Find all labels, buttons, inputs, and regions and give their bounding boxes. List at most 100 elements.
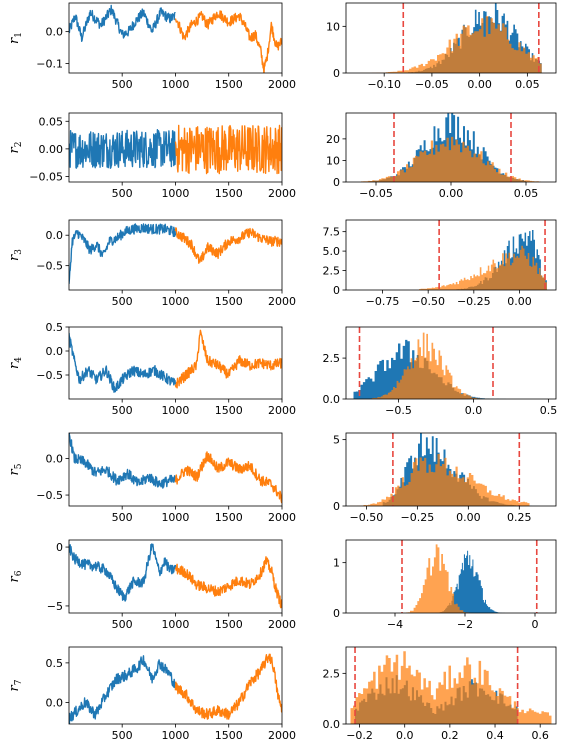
y-axis-label: r2	[7, 142, 24, 154]
histogram-panel-1: −0.10 −0.05 0.00 0.05 0 10	[326, 2, 557, 91]
histogram-ytick-label: 0.0	[323, 718, 341, 731]
timeseries-ytick-label: 0.0	[46, 26, 64, 39]
timeseries-xtick-label: 1000	[161, 404, 189, 417]
series-line-1	[69, 4, 176, 42]
histogram-series-2	[353, 544, 500, 613]
histogram-ytick-label: 0	[333, 607, 340, 620]
timeseries-xtick-label: 500	[112, 618, 133, 631]
histogram-xtick-label: 0.25	[507, 511, 532, 524]
histogram-ytick-label: 2.5	[323, 352, 341, 365]
timeseries-ytick-label: 0.00	[39, 143, 64, 156]
histogram-xtick-label: 0.00	[439, 187, 464, 200]
histogram-xtick-label: −0.25	[400, 511, 434, 524]
timeseries-xtick-label: 2000	[268, 618, 296, 631]
histogram-ytick-label: 2.5	[323, 667, 341, 680]
histogram-xtick-label: −0.50	[350, 511, 384, 524]
series-line-2	[174, 556, 282, 609]
y-axis-label: r3	[7, 249, 24, 261]
timeseries-panel-4: 500 1000 1500 2000 −0.5 0.0 0.5 r4	[7, 321, 296, 417]
timeseries-ytick-label: 0.0	[46, 345, 64, 358]
timeseries-xtick-label: 1000	[161, 78, 189, 91]
histogram-ytick-label: 0	[333, 67, 340, 80]
histogram-xtick-label: 0.00	[507, 295, 532, 308]
histogram-xtick-label: −0.25	[457, 295, 491, 308]
timeseries-panel-3: 500 1000 1500 2000 −0.5 0.0 r3	[7, 219, 296, 308]
histogram-frame	[345, 539, 557, 614]
timeseries-ytick-label: −0.5	[36, 369, 63, 382]
timeseries-ytick-label: 0.5	[46, 657, 64, 670]
series-line-1	[69, 332, 177, 393]
histogram-series-2	[355, 16, 542, 74]
timeseries-ytick-label: 0.0	[46, 453, 64, 466]
histogram-ytick-label: 0	[333, 284, 340, 297]
histogram-xtick-label: 0.2	[441, 729, 459, 742]
histogram-xtick-label: 0.05	[514, 187, 539, 200]
histogram-xtick-label: 0.00	[456, 511, 481, 524]
histogram-xtick-label: −4	[387, 618, 403, 631]
timeseries-xtick-label: 1500	[215, 729, 243, 742]
timeseries-xtick-label: 1500	[215, 618, 243, 631]
timeseries-panel-1: 500 1000 1500 2000 −0.1 0.0 r1	[7, 2, 296, 91]
timeseries-xtick-label: 500	[112, 511, 133, 524]
timeseries-ytick-label: 0.5	[46, 321, 64, 334]
histogram-xtick-label: 0.0	[465, 404, 483, 417]
histogram-series-2	[356, 332, 496, 399]
timeseries-xtick-label: 1000	[161, 295, 189, 308]
series-line-2	[174, 10, 282, 73]
histogram-xtick-label: 0.4	[486, 729, 504, 742]
series-line-1	[69, 223, 177, 284]
series-line-1	[69, 543, 177, 602]
histogram-xtick-label: 0.00	[467, 78, 492, 91]
timeseries-xtick-label: 1000	[161, 729, 189, 742]
timeseries-xtick-label: 2000	[268, 78, 296, 91]
histogram-panel-2: −0.05 0.00 0.05 0 10 20	[326, 112, 557, 200]
histogram-ytick-label: 10	[326, 20, 340, 33]
histogram-series-2	[350, 651, 552, 724]
series-line-2	[174, 227, 282, 264]
timeseries-frame	[68, 539, 283, 614]
histogram-panel-5: −0.50 −0.25 0.00 0.25 0 5	[333, 432, 557, 524]
timeseries-ytick-label: −5	[47, 600, 63, 613]
histogram-series-2	[350, 453, 530, 506]
timeseries-ytick-label: −0.1	[36, 57, 63, 70]
series-line-2	[174, 329, 282, 389]
histogram-ytick-label: 5	[333, 434, 340, 447]
histogram-xtick-label: −0.5	[385, 404, 412, 417]
timeseries-xtick-label: 1500	[215, 78, 243, 91]
histogram-ytick-label: 1	[333, 557, 340, 570]
y-axis-label: r1	[7, 32, 24, 44]
histogram-xtick-label: −0.2	[346, 729, 373, 742]
timeseries-xtick-label: 1000	[161, 511, 189, 524]
histogram-panel-7: −0.2 0.0 0.2 0.4 0.6 0.0 2.5	[323, 646, 557, 742]
timeseries-xtick-label: 1500	[215, 187, 243, 200]
histogram-xtick-label: −0.75	[366, 295, 400, 308]
histogram-ytick-label: 0.0	[323, 393, 341, 406]
timeseries-xtick-label: 1000	[161, 187, 189, 200]
histogram-ytick-label: 5.0	[323, 245, 341, 258]
timeseries-xtick-label: 1500	[215, 295, 243, 308]
timeseries-xtick-label: 1500	[215, 511, 243, 524]
timeseries-xtick-label: 500	[112, 295, 133, 308]
series-line-1	[69, 433, 177, 489]
histogram-series-2	[419, 245, 547, 290]
histogram-xtick-label: −0.05	[359, 187, 393, 200]
histogram-frame	[345, 326, 557, 400]
histogram-xtick-label: 0.5	[540, 404, 558, 417]
timeseries-xtick-label: 1500	[215, 404, 243, 417]
histogram-frame	[345, 432, 557, 507]
timeseries-ytick-label: −0.05	[29, 170, 63, 183]
timeseries-xtick-label: 500	[112, 187, 133, 200]
series-line-1	[69, 655, 177, 724]
timeseries-ytick-label: 0	[56, 541, 63, 554]
series-line-2	[174, 124, 282, 175]
histogram-xtick-label: −0.05	[415, 78, 449, 91]
timeseries-ytick-label: −0.5	[36, 260, 63, 273]
histogram-xtick-label: 0.0	[396, 729, 414, 742]
histogram-ytick-label: 0	[333, 176, 340, 189]
histogram-panel-4: −0.5 0.0 0.5 0.0 2.5	[323, 326, 558, 417]
histogram-frame	[345, 646, 557, 725]
histogram-xtick-label: 0.6	[531, 729, 549, 742]
histogram-ytick-label: 2.5	[323, 265, 341, 278]
histogram-ytick-label: 7.5	[323, 226, 341, 239]
